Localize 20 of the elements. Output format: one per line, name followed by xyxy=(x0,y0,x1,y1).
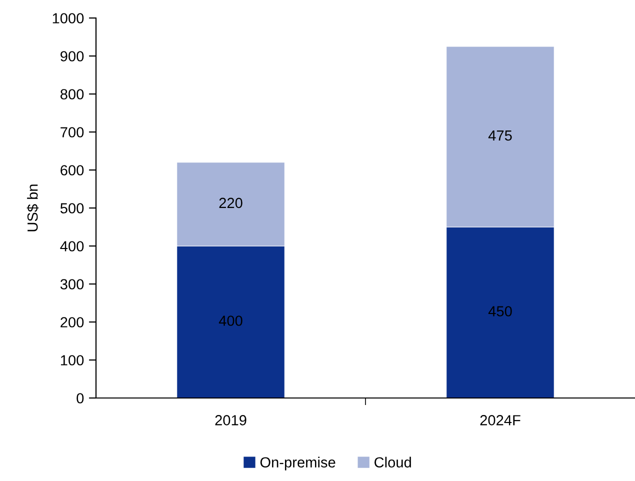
data-label: 475 xyxy=(488,130,512,141)
y-tick-label: 500 xyxy=(60,203,84,214)
y-tick-label: 800 xyxy=(60,89,84,100)
legend-label: On-premise xyxy=(260,456,336,470)
y-tick-label: 300 xyxy=(60,279,84,290)
x-tick-label: 2019 xyxy=(215,415,246,426)
y-tick-label: 400 xyxy=(60,241,84,252)
y-axis-title: US$ bn xyxy=(26,184,39,232)
y-tick-label: 600 xyxy=(60,165,84,176)
data-label: 450 xyxy=(488,306,512,316)
y-tick-label: 700 xyxy=(60,127,84,138)
data-label: 400 xyxy=(218,316,242,326)
y-tick-label: 0 xyxy=(76,393,84,404)
data-label: 220 xyxy=(219,198,242,208)
legend-label: Cloud xyxy=(374,456,411,468)
y-tick-label: 200 xyxy=(60,317,84,328)
y-tick-label: 100 xyxy=(60,355,84,366)
y-tick-label: 900 xyxy=(60,51,84,62)
x-tick-label: 2024F xyxy=(480,415,520,426)
y-tick-label: 1000 xyxy=(52,13,84,24)
